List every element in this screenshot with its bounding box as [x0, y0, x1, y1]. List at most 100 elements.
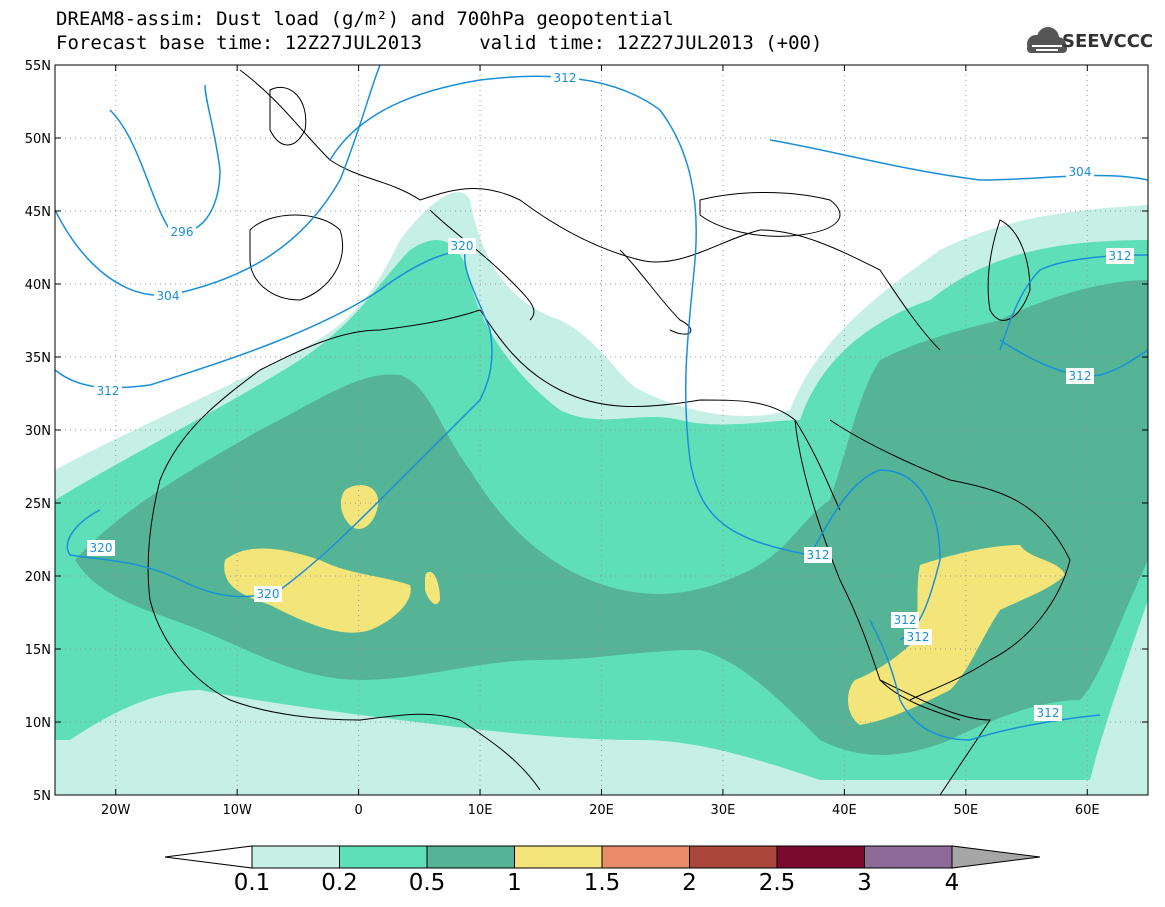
colorbar-label: 2: [682, 870, 697, 896]
lat-label: 20N: [25, 570, 51, 585]
colorbar-label: 0.5: [409, 870, 446, 896]
contour-312-north: [329, 75, 941, 641]
contour-label: 296: [171, 225, 194, 239]
colorbar-segment: [776, 845, 865, 869]
contour-label-bg: [1034, 705, 1062, 721]
lon-label: 30E: [711, 803, 736, 818]
lon-label: 20W: [101, 803, 131, 818]
coast-britain: [269, 86, 307, 146]
lat-label: 45N: [25, 205, 51, 220]
chart-title-line2: Forecast base time: 12Z27JUL2013 valid t…: [56, 32, 823, 54]
coastlines: [147, 69, 1071, 795]
cloud-logo-icon: [1027, 27, 1067, 53]
lon-label: 50E: [953, 803, 978, 818]
geopotential-contours: [55, 65, 1148, 741]
dust-band-1-east: [848, 545, 1065, 725]
lon-label: 20E: [589, 803, 614, 818]
lon-label: 0: [354, 803, 362, 818]
contour-label: 312: [1109, 249, 1132, 263]
coast-caspian: [987, 219, 1031, 321]
chart-title-line1: DREAM8-assim: Dust load (g/m²) and 700hP…: [56, 8, 674, 30]
contour-label: 304: [1069, 165, 1092, 179]
lat-label: 50N: [25, 132, 51, 147]
colorbar-label: 1: [507, 870, 522, 896]
dust-band-1-west: [224, 548, 411, 633]
colorbar-segment: [601, 845, 690, 869]
dust-band-05: [75, 280, 1148, 755]
contour-label: 312: [554, 71, 577, 85]
colorbar-label: 0.1: [234, 870, 271, 896]
colorbar: 0.1 0.2 0.5 1 1.5 2 2.5 3 4: [164, 845, 1041, 896]
colorbar-segment: [514, 845, 603, 869]
contour-label-bg: [1106, 248, 1134, 264]
lat-label: 25N: [25, 497, 51, 512]
map-grid: [55, 65, 1148, 795]
colorbar-arrow-left: [164, 845, 253, 869]
contour-label-bg: [891, 612, 919, 628]
lat-label: 30N: [25, 424, 51, 439]
colorbar-segment: [339, 845, 428, 869]
coast-horn: [879, 679, 991, 795]
contour-304-east: [769, 139, 1148, 181]
contour-label: 312: [97, 384, 120, 398]
colorbar-label: 2.5: [759, 870, 796, 896]
contour-312-east2: [999, 339, 1148, 377]
contour-label: 312: [894, 613, 917, 627]
lat-label: 15N: [25, 643, 51, 658]
contour-label: 312: [807, 548, 830, 562]
contour-label-bg: [254, 586, 282, 602]
contour-label-bg: [1066, 164, 1094, 180]
contour-label-bg: [168, 224, 196, 240]
coast-italy: [429, 209, 535, 321]
contour-304: [55, 65, 381, 297]
contour-label-bg: [154, 288, 182, 304]
colorbar-label: 3: [857, 870, 872, 896]
colorbar-segment: [864, 845, 953, 869]
coast-greece: [619, 249, 692, 335]
contour-312-red-sea: [869, 619, 1101, 741]
contour-label: 320: [90, 541, 113, 555]
coast-africa-west: [147, 479, 541, 791]
colorbar-segment: [689, 845, 778, 869]
contour-320: [66, 239, 493, 598]
contour-label: 320: [257, 587, 280, 601]
colorbar-arrow-right: [951, 845, 1041, 869]
lat-label: 40N: [25, 278, 51, 293]
contour-label-bg: [94, 383, 122, 399]
lat-label: 55N: [25, 59, 51, 74]
coast-black-sea: [699, 192, 841, 237]
contour-label-bg: [804, 547, 832, 563]
lat-label: 10N: [25, 716, 51, 731]
coast-europe: [239, 69, 941, 351]
contour-label-bg: [87, 540, 115, 556]
lon-label: 40E: [832, 803, 857, 818]
contour-label-bg: [1066, 368, 1094, 384]
lon-label: 10E: [468, 803, 493, 818]
contour-label-bg: [448, 238, 476, 254]
dust-band-1-small: [425, 571, 440, 605]
contour-label-bg: [904, 629, 932, 645]
contour-296: [109, 84, 221, 233]
contour-label: 312: [1037, 706, 1060, 720]
contour-label: 312: [907, 630, 930, 644]
colorbar-segment: [251, 845, 340, 869]
lon-label: 60E: [1075, 803, 1100, 818]
contour-label: 320: [451, 239, 474, 253]
lon-label: 10W: [222, 803, 252, 818]
contour-label: 312: [1069, 369, 1092, 383]
colorbar-label: 1.5: [584, 870, 621, 896]
coast-red-sea: [794, 419, 961, 721]
dust-band-1-north: [340, 485, 379, 529]
map-axes: 55N 50N 45N 40N 35N 30N 25N 20N 15N 10N 5N 20W 10W 0 1…: [25, 59, 1148, 818]
contour-label-bg: [551, 70, 579, 86]
coast-arabia: [829, 419, 1071, 701]
logo-text: SEEVCCC: [1062, 31, 1154, 52]
contour-labels: 312 304 296 304 320 312 320 320 312 312 312 312 312 3…: [87, 70, 1134, 721]
colorbar-label: 4: [945, 870, 960, 896]
lat-label: 35N: [25, 351, 51, 366]
contour-label: 304: [157, 289, 180, 303]
coast-iberia: [249, 214, 344, 301]
colorbar-segment: [426, 845, 515, 869]
colorbar-label: 0.2: [321, 870, 358, 896]
